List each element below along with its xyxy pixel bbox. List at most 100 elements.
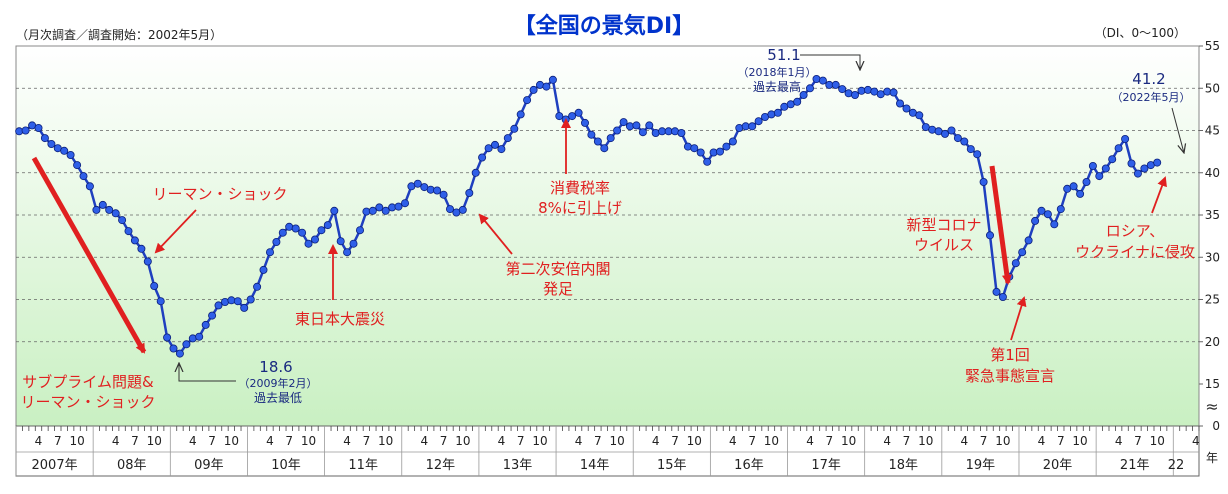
data-point [433, 186, 442, 195]
data-point [490, 140, 499, 149]
subprime-label-1: サブプライム問題& [22, 373, 154, 391]
data-point [831, 80, 840, 89]
data-point [1076, 189, 1085, 198]
data-point [998, 292, 1007, 301]
data-point [1082, 177, 1091, 186]
month-label: 7 [517, 434, 525, 448]
data-point [182, 340, 191, 349]
covid-arrow [989, 165, 1012, 285]
month-label: 4 [961, 434, 969, 448]
data-point [503, 134, 512, 143]
month-label: 10 [610, 434, 625, 448]
data-point [394, 202, 403, 211]
data-point [278, 228, 287, 237]
data-point [323, 221, 332, 230]
data-point [471, 168, 480, 177]
latest-value: 41.2 [1132, 70, 1165, 88]
year-label: 2007年 [32, 458, 78, 473]
month-label: 4 [806, 434, 814, 448]
data-point [581, 118, 590, 127]
y-tick-label: 15 [1205, 377, 1220, 391]
y-tick-label: 55 [1205, 39, 1220, 53]
data-point [47, 139, 56, 148]
data-point [111, 209, 120, 218]
data-point [600, 144, 609, 153]
data-point [1101, 164, 1110, 173]
y-tick-label: 30 [1205, 250, 1220, 264]
data-point [169, 344, 178, 353]
min-date: （2009年2月） [239, 376, 318, 390]
russia-arrow [1151, 176, 1167, 214]
month-label: 4 [189, 434, 197, 448]
month-label: 4 [575, 434, 583, 448]
data-point [105, 205, 114, 214]
month-label: 10 [532, 434, 547, 448]
y-tick-label: 50 [1205, 81, 1220, 95]
data-point [478, 153, 487, 162]
russia-label-1: ロシア、 [1106, 222, 1165, 240]
emergency-arrow [1010, 296, 1027, 341]
month-label: 10 [918, 434, 933, 448]
year-label: 13年 [503, 458, 533, 473]
data-point [1088, 161, 1097, 170]
data-point [497, 145, 506, 154]
data-point [915, 111, 924, 120]
data-point [947, 126, 956, 135]
data-point [619, 118, 628, 127]
x-axis-box [15, 425, 1200, 477]
data-point [1121, 134, 1130, 143]
data-point [516, 110, 525, 119]
data-point [240, 303, 249, 312]
data-point [1140, 164, 1149, 173]
data-point [317, 226, 326, 235]
data-point [310, 235, 319, 244]
data-point [304, 239, 313, 248]
month-label: 10 [1072, 434, 1087, 448]
data-point [754, 117, 763, 126]
year-label: 21年 [1120, 458, 1150, 473]
data-point [941, 129, 950, 138]
data-point [343, 248, 352, 257]
month-label: 7 [594, 434, 602, 448]
data-point [285, 222, 294, 231]
min-label: 過去最低 [254, 391, 302, 405]
data-point [92, 205, 101, 214]
covid-label-2: ウイルス [914, 236, 974, 254]
data-point [34, 124, 43, 133]
data-point [484, 144, 493, 153]
month-label: 7 [1134, 434, 1142, 448]
survey-note: （月次調査／調査開始：2002年5月） [16, 28, 222, 42]
data-point [21, 126, 30, 135]
annotations: 51.1 （2018年1月） 過去最高 18.6 （2009年2月） 過去最低 … [20, 46, 1194, 411]
max-pointer [800, 54, 860, 70]
data-point [336, 237, 345, 246]
data-point [98, 200, 107, 209]
year-label: 19年 [966, 458, 996, 473]
month-label: 10 [687, 434, 702, 448]
data-point [330, 206, 339, 215]
chart-title: 【全国の景気DI】 [514, 13, 694, 39]
data-point [40, 134, 49, 143]
data-point [1095, 172, 1104, 181]
data-point [439, 190, 448, 199]
month-label: 4 [498, 434, 506, 448]
series-markers [15, 75, 1162, 358]
data-point [542, 82, 551, 91]
emergency-label-2: 緊急事態宣言 [965, 367, 1055, 385]
data-point [66, 150, 75, 159]
year-label: 10年 [271, 458, 301, 473]
year-suffix: 年 [1206, 451, 1218, 465]
data-point [368, 206, 377, 215]
annotation-arrows [31, 54, 1184, 382]
data-point [953, 134, 962, 143]
month-label: 7 [1057, 434, 1065, 448]
data-point [214, 301, 223, 310]
month-label: 10 [378, 434, 393, 448]
month-label: 4 [35, 434, 43, 448]
data-point [291, 224, 300, 233]
month-label: 10 [1150, 434, 1165, 448]
data-point [1108, 155, 1117, 164]
month-label: 10 [147, 434, 162, 448]
data-point [349, 239, 358, 248]
